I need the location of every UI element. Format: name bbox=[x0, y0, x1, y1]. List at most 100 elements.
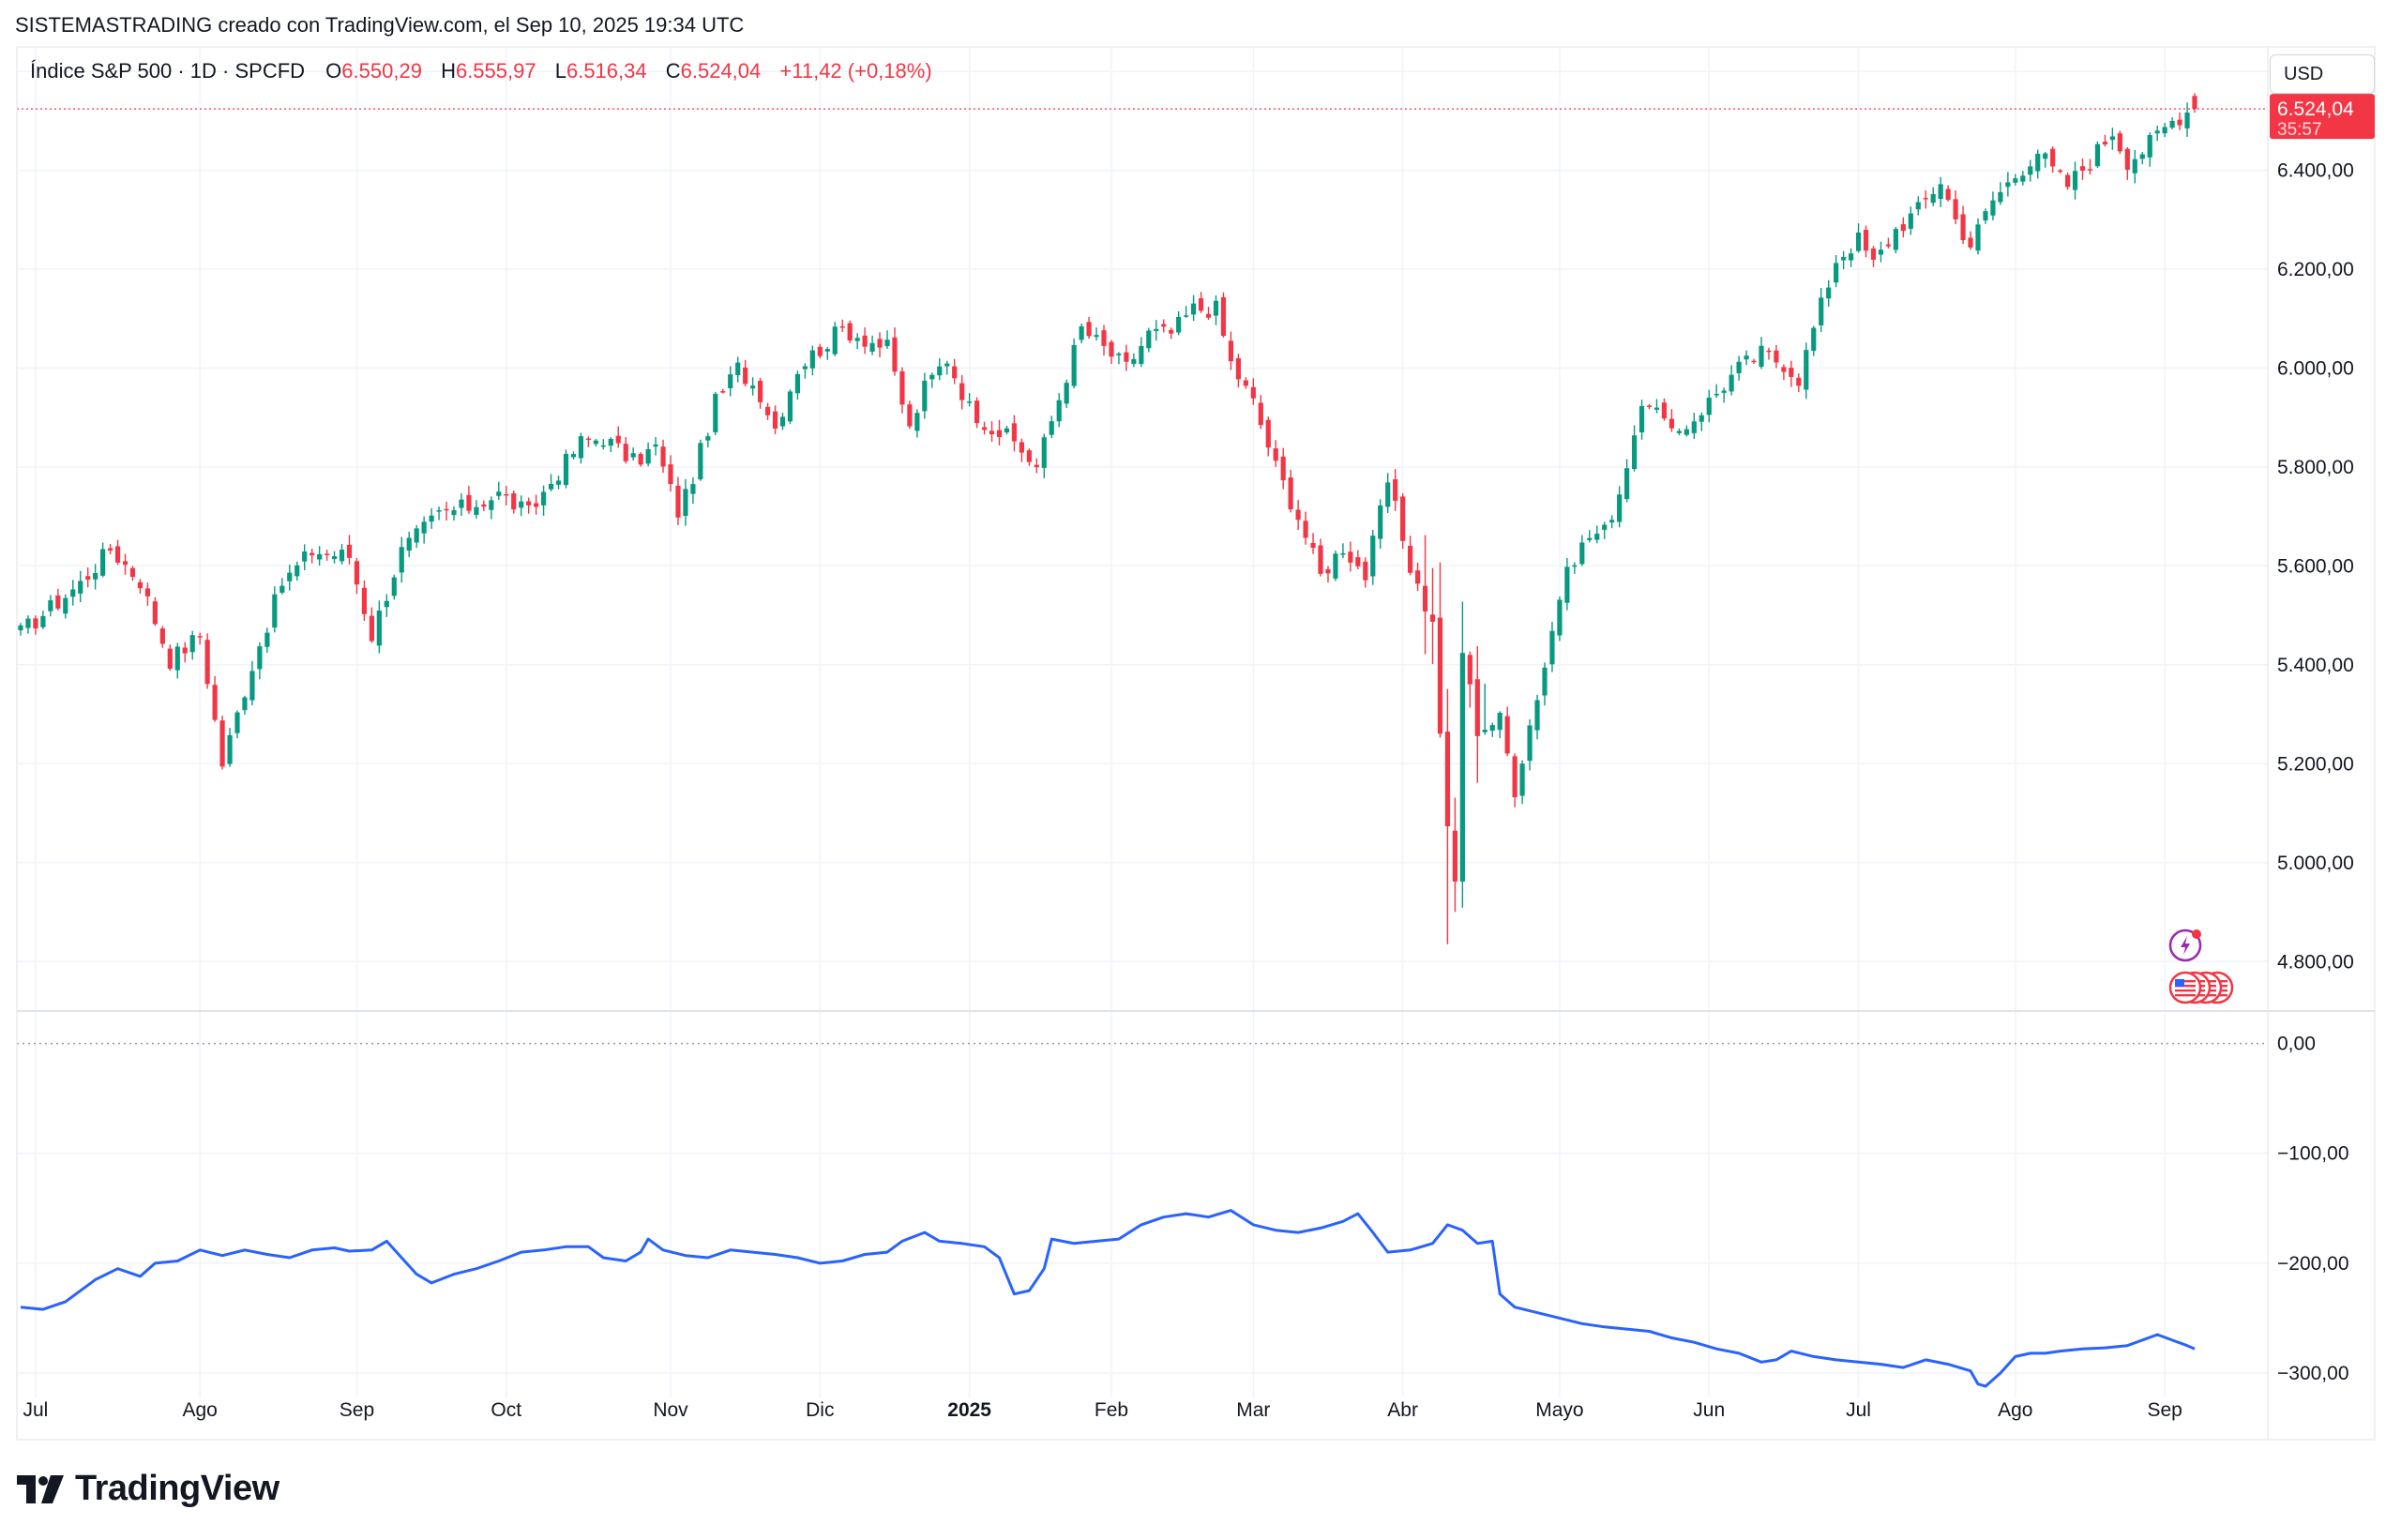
x-tick-label: Ago bbox=[1998, 1399, 2032, 1421]
candle-body bbox=[1169, 329, 1174, 334]
candle-body bbox=[1250, 386, 1256, 399]
candle-body bbox=[1691, 421, 1697, 433]
candle-body bbox=[519, 501, 524, 508]
candle-body bbox=[70, 589, 76, 597]
candle-body bbox=[698, 443, 703, 480]
close-label: C bbox=[665, 59, 681, 83]
candle-body bbox=[174, 646, 180, 671]
candle-body bbox=[1736, 361, 1742, 373]
candle-body bbox=[2184, 113, 2190, 128]
candle-body bbox=[1602, 524, 1608, 530]
candle-body bbox=[2154, 130, 2160, 134]
candle-body bbox=[1781, 367, 1787, 372]
candle-body bbox=[1654, 407, 1660, 410]
candle-body bbox=[100, 549, 106, 576]
candle-body bbox=[1176, 316, 1182, 333]
x-tick-label: Sep bbox=[2147, 1399, 2182, 1421]
candle-body bbox=[1400, 496, 1406, 541]
candle-body bbox=[429, 515, 434, 522]
candle-body bbox=[2169, 121, 2175, 128]
candle-body bbox=[2177, 119, 2182, 126]
candle-body bbox=[2162, 127, 2167, 134]
candle-body bbox=[1086, 322, 1092, 337]
candle-body bbox=[2132, 159, 2137, 174]
candles bbox=[18, 93, 2197, 944]
candle-body bbox=[1819, 297, 1824, 325]
candle-body bbox=[907, 404, 913, 427]
candle-body bbox=[675, 485, 681, 518]
candle-body bbox=[1303, 521, 1308, 538]
x-tick-label: 2025 bbox=[947, 1399, 991, 1421]
high-label: H bbox=[441, 59, 456, 83]
candle-body bbox=[2139, 154, 2145, 159]
candle-body bbox=[570, 454, 577, 458]
candle-body bbox=[1751, 360, 1757, 363]
currency-selector[interactable]: USD bbox=[2270, 54, 2375, 94]
candle-body bbox=[862, 335, 868, 347]
y-tick-label: −300,00 bbox=[2277, 1363, 2349, 1384]
candle-body bbox=[1459, 653, 1465, 882]
symbol-name: Índice S&P 500 · 1D · SPCFD bbox=[30, 59, 306, 83]
candle-body bbox=[504, 493, 509, 496]
tradingview-logo[interactable]: TradingView bbox=[17, 1469, 279, 1509]
candle-body bbox=[1960, 214, 1966, 241]
candle-body bbox=[1975, 224, 1981, 251]
x-tick-label: Mar bbox=[1236, 1399, 1270, 1421]
candle-body bbox=[1497, 712, 1503, 731]
candle-body bbox=[1385, 482, 1391, 507]
candle-body bbox=[1953, 199, 1958, 219]
candle-body bbox=[1863, 230, 1869, 251]
candle-body bbox=[2064, 174, 2071, 188]
candle-body bbox=[1804, 350, 1809, 390]
candle-body bbox=[1258, 402, 1263, 426]
candle-body bbox=[324, 553, 330, 555]
candle-body bbox=[1444, 732, 1451, 826]
candle-body bbox=[1049, 421, 1054, 435]
candle-body bbox=[1938, 184, 1943, 200]
candle-body bbox=[959, 383, 965, 400]
candle-body bbox=[1393, 479, 1398, 501]
candle-body bbox=[854, 338, 860, 341]
candle-body bbox=[1990, 200, 1996, 216]
candle-body bbox=[1661, 402, 1668, 419]
candle-body bbox=[219, 720, 225, 767]
candle-body bbox=[1265, 419, 1271, 448]
candle-body bbox=[1841, 257, 1847, 261]
candle-body bbox=[1161, 324, 1167, 327]
candle-body bbox=[242, 697, 248, 711]
candle-body bbox=[608, 439, 613, 446]
candle-body bbox=[2094, 143, 2101, 167]
candle-body bbox=[630, 453, 636, 458]
candle-body bbox=[1131, 358, 1137, 365]
candle-body bbox=[1519, 763, 1525, 796]
candle-body bbox=[638, 453, 643, 465]
candle-body bbox=[1998, 191, 2003, 203]
candle-body bbox=[1340, 552, 1346, 555]
candle-body bbox=[1333, 553, 1338, 579]
candle-body bbox=[167, 648, 173, 670]
candle-body bbox=[929, 374, 935, 380]
candle-body bbox=[1878, 249, 1884, 255]
candle-body bbox=[1071, 344, 1077, 386]
candle-body bbox=[1101, 330, 1107, 346]
candle-body bbox=[1923, 198, 1928, 200]
candle-body bbox=[764, 406, 771, 415]
candle-body bbox=[1019, 442, 1024, 453]
candle-body bbox=[1617, 494, 1623, 522]
candle-body bbox=[548, 483, 554, 490]
candle-body bbox=[914, 413, 920, 431]
candle-body bbox=[944, 363, 950, 367]
candle-body bbox=[1041, 437, 1047, 468]
candle-body bbox=[1638, 405, 1645, 433]
candle-body bbox=[1408, 545, 1413, 573]
candle-body bbox=[2013, 178, 2018, 183]
candle-body bbox=[1437, 617, 1443, 734]
candle-body bbox=[1542, 667, 1548, 696]
candle-body bbox=[1774, 350, 1779, 363]
low-value: 6.516,34 bbox=[566, 59, 647, 83]
candle-body bbox=[728, 374, 733, 388]
indicator-line bbox=[20, 1209, 2196, 1388]
candle-body bbox=[1848, 253, 1854, 261]
price-tag-countdown: 35:57 bbox=[2277, 120, 2322, 140]
